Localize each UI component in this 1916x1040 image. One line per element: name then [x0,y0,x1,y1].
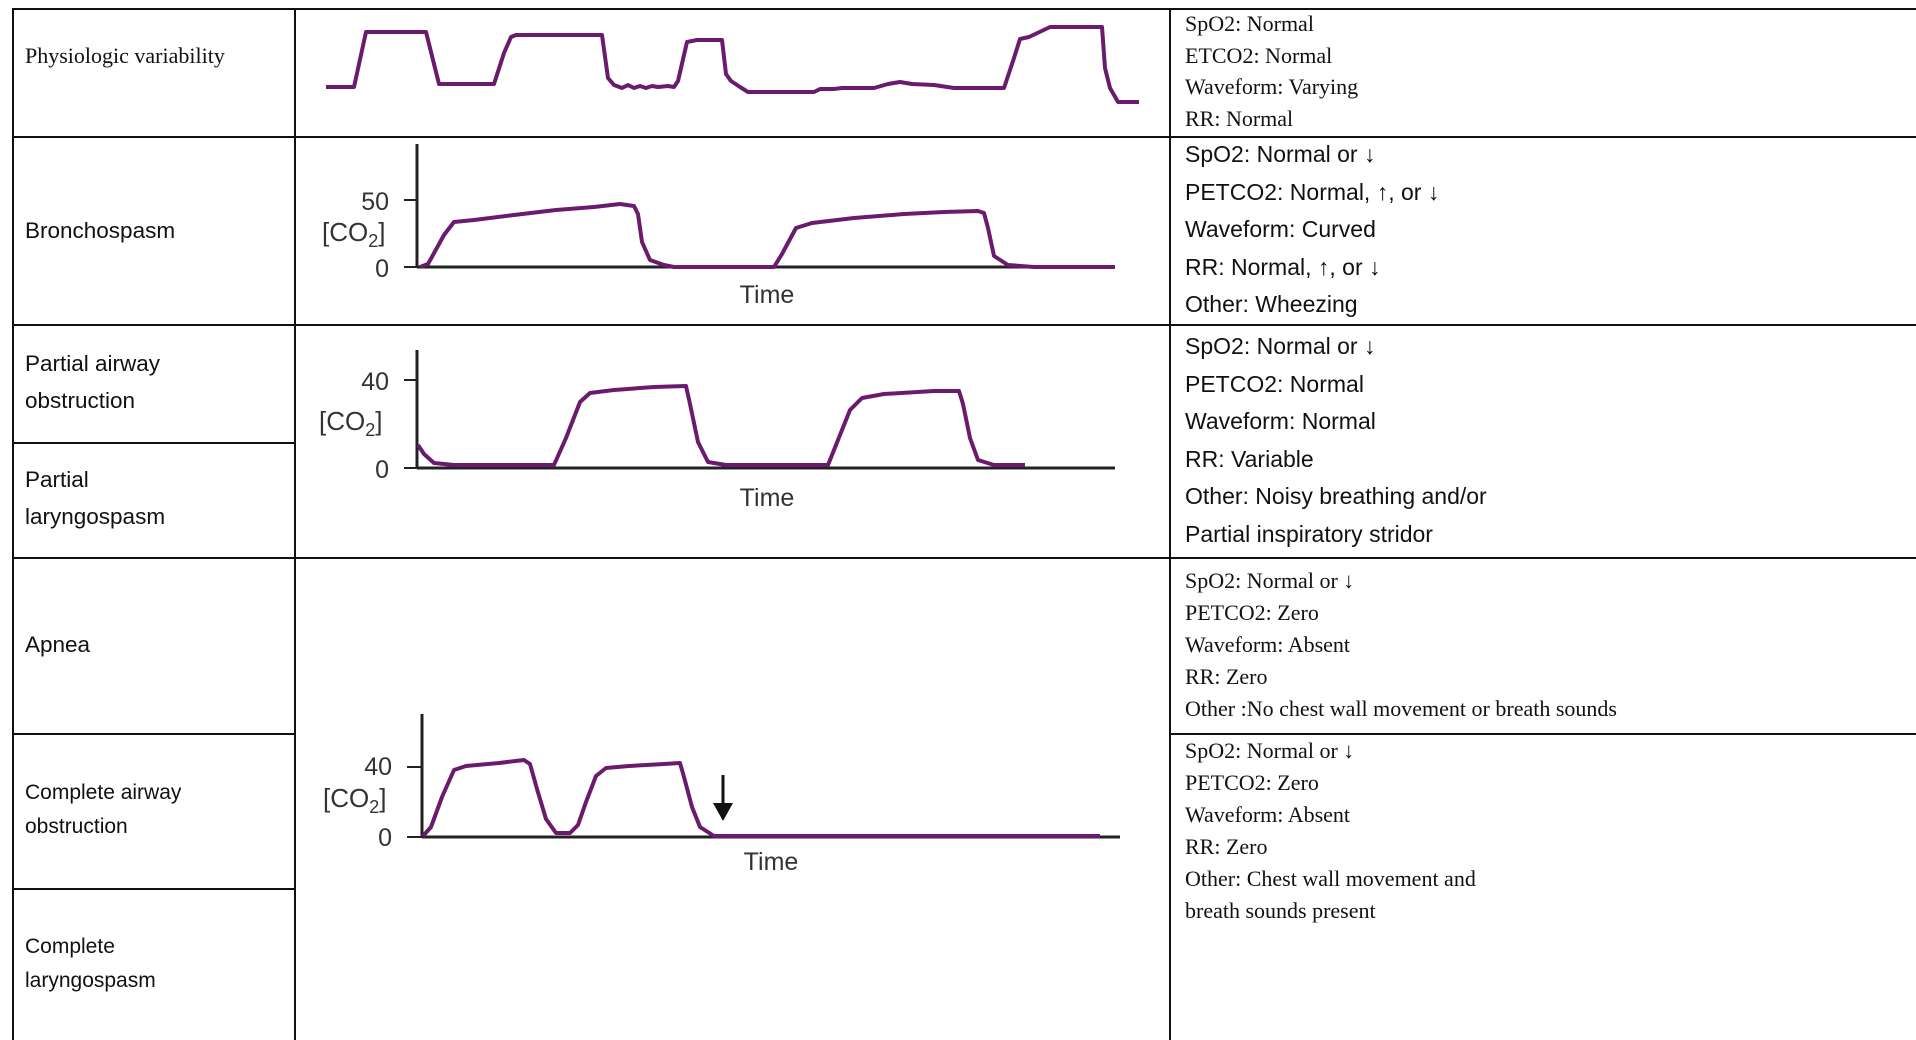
detail-line: ETCO2: Normal [1185,40,1358,72]
waveform-chart-partial-obstruction: 40 0 [CO2] Time [294,324,1169,557]
detail-line: PETCO2: Normal, ↑, or ↓ [1185,174,1439,212]
y-tick-label: 50 [361,188,389,216]
details-complete-obstruction: SpO2: Normal or ↓ PETCO2: Zero Waveform:… [1185,735,1476,927]
condition-partial-laryngospasm: Partial laryngospasm [25,461,225,535]
y-tick-label: 40 [364,753,392,781]
detail-line: Other :No chest wall movement or breath … [1185,693,1617,725]
y-tick-label: 40 [361,368,389,396]
details-physiologic-variability: SpO2: Normal ETCO2: Normal Waveform: Var… [1185,8,1358,134]
table-left-border [12,8,14,1040]
condition-physiologic-variability: Physiologic variability [25,40,225,71]
y-axis-label: [CO2] [322,217,385,251]
detail-line: RR: Zero [1185,661,1617,693]
detail-line: RR: Zero [1185,831,1476,863]
detail-line: RR: Normal [1185,103,1358,135]
detail-line: Waveform: Absent [1185,629,1617,661]
waveform-physiologic-variability [294,8,1169,136]
x-axis-label: Time [740,281,795,309]
condition-bronchospasm: Bronchospasm [25,212,285,249]
detail-line: Other: Chest wall movement and [1185,863,1476,895]
detail-line: PETCO2: Zero [1185,597,1617,629]
detail-line: Waveform: Normal [1185,403,1487,441]
detail-line: Partial inspiratory stridor [1185,516,1487,554]
detail-line: PETCO2: Zero [1185,767,1476,799]
details-partial-obstruction: SpO2: Normal or ↓ PETCO2: Normal Wavefor… [1185,328,1487,553]
x-axis-label: Time [744,848,799,876]
detail-line: PETCO2: Normal [1185,366,1487,404]
condition-partial-airway-obstruction: Partial airway obstruction [25,345,225,419]
details-apnea: SpO2: Normal or ↓ PETCO2: Zero Waveform:… [1185,565,1617,725]
arrow-head-icon [713,803,733,821]
detail-line: SpO2: Normal [1185,8,1358,40]
row-divider [12,888,294,890]
condition-complete-laryngospasm: Complete laryngospasm [25,930,225,998]
y-tick-label: 0 [375,255,389,283]
detail-line: RR: Variable [1185,441,1487,479]
details-bronchospasm: SpO2: Normal or ↓ PETCO2: Normal, ↑, or … [1185,136,1439,324]
detail-line: Waveform: Varying [1185,71,1358,103]
detail-line: SpO2: Normal or ↓ [1185,735,1476,767]
y-axis-label: [CO2] [319,406,382,440]
x-axis-label: Time [740,484,795,512]
detail-line: Waveform: Absent [1185,799,1476,831]
waveform-chart-bronchospasm: 50 0 [CO2] Time [294,136,1169,324]
detail-line: Waveform: Curved [1185,211,1439,249]
detail-line: breath sounds present [1185,895,1476,927]
detail-line: SpO2: Normal or ↓ [1185,565,1617,597]
waveform-chart-complete-obstruction: 40 0 [CO2] Time [294,557,1169,1040]
column-divider [1169,8,1171,1040]
detail-line: SpO2: Normal or ↓ [1185,136,1439,174]
condition-complete-airway-obstruction: Complete airway obstruction [25,776,245,844]
detail-line: RR: Normal, ↑, or ↓ [1185,249,1439,287]
row-divider [12,733,294,735]
detail-line: Other: Wheezing [1185,286,1439,324]
condition-apnea: Apnea [25,626,285,663]
y-tick-label: 0 [378,824,392,852]
row-divider [12,442,294,444]
y-axis-label: [CO2] [323,783,386,817]
detail-line: Other: Noisy breathing and/or [1185,478,1487,516]
y-tick-label: 0 [375,456,389,484]
detail-line: SpO2: Normal or ↓ [1185,328,1487,366]
